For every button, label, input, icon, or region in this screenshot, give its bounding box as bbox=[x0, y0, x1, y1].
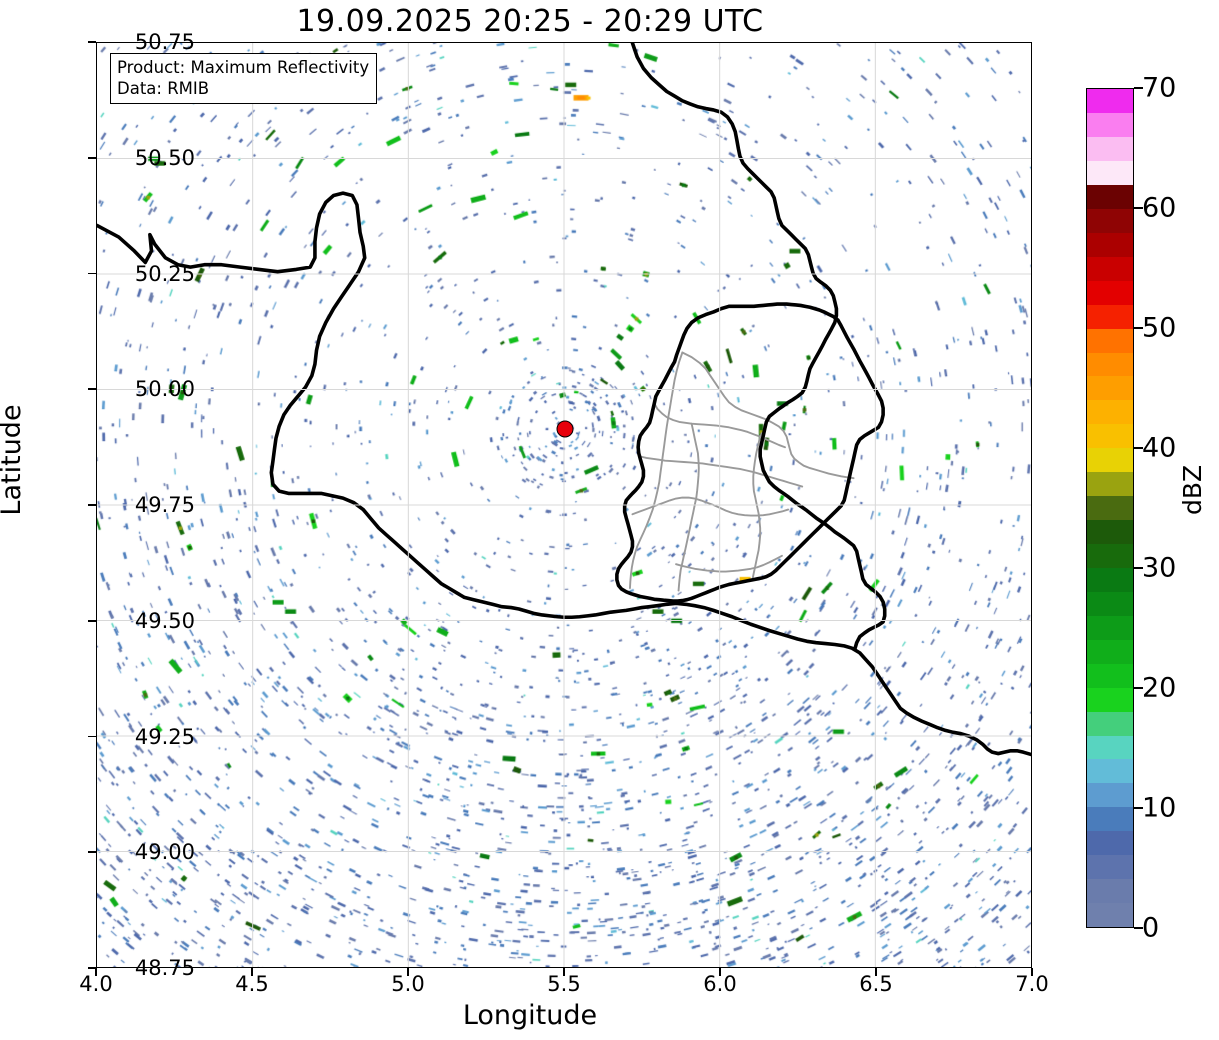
colorbar-band-1 bbox=[1087, 879, 1133, 904]
x-tick-mark-2 bbox=[407, 968, 409, 976]
colorbar-band-2 bbox=[1087, 855, 1133, 880]
data-line: Data: RMIB bbox=[117, 79, 210, 99]
colorbar-band-17 bbox=[1087, 496, 1133, 521]
x-tick-label-2: 5.0 bbox=[391, 972, 425, 996]
colorbar-band-8 bbox=[1087, 711, 1133, 736]
product-info-box: Product: Maximum Reflectivity Data: RMIB bbox=[110, 53, 378, 105]
geography-overlay bbox=[97, 43, 1031, 757]
colorbar-band-16 bbox=[1087, 520, 1133, 544]
colorbar-tick-mark-4 bbox=[1134, 447, 1143, 449]
y-tick-mark-5 bbox=[88, 388, 96, 391]
x-tick-mark-6 bbox=[1031, 968, 1033, 976]
colorbar-tick-mark-6 bbox=[1134, 207, 1143, 209]
colorbar-tick-mark-5 bbox=[1134, 327, 1143, 329]
colorbar-band-3 bbox=[1087, 831, 1133, 856]
colorbar-band-34 bbox=[1087, 89, 1133, 114]
y-tick-mark-8 bbox=[88, 41, 96, 43]
x-tick-mark-0 bbox=[95, 968, 97, 976]
colorbar-band-25 bbox=[1087, 304, 1133, 329]
colorbar-band-7 bbox=[1087, 735, 1133, 760]
colorbar-tick-label-2: 20 bbox=[1142, 672, 1177, 704]
y-tick-mark-7 bbox=[88, 156, 96, 159]
colorbar-tick-mark-2 bbox=[1134, 687, 1143, 689]
x-tick-mark-3 bbox=[563, 968, 565, 976]
colorbar-tick-label-6: 60 bbox=[1142, 192, 1177, 224]
colorbar-band-30 bbox=[1087, 184, 1133, 209]
y-tick-mark-4 bbox=[88, 504, 96, 506]
colorbar-band-15 bbox=[1087, 544, 1133, 568]
colorbar-band-24 bbox=[1087, 328, 1133, 353]
colorbar-tick-mark-1 bbox=[1134, 807, 1143, 809]
x-tick-label-1: 4.5 bbox=[235, 972, 269, 996]
y-axis-label: Latitude bbox=[0, 404, 27, 516]
colorbar-band-18 bbox=[1087, 472, 1133, 497]
y-tick-mark-0 bbox=[88, 967, 96, 969]
x-tick-mark-5 bbox=[875, 968, 877, 976]
product-line: Product: Maximum Reflectivity bbox=[117, 58, 370, 77]
colorbar-tick-label-7: 70 bbox=[1142, 72, 1177, 104]
radar-site-marker[interactable] bbox=[556, 420, 574, 438]
colorbar-band-20 bbox=[1087, 424, 1133, 449]
y-tick-label-8: 50.75 bbox=[134, 30, 195, 54]
colorbar-unit-label: dBZ bbox=[1178, 464, 1207, 515]
y-tick-mark-6 bbox=[88, 272, 96, 275]
y-tick-label-0: 48.75 bbox=[134, 956, 195, 980]
x-axis-label: Longitude bbox=[462, 1000, 598, 1031]
colorbar-band-13 bbox=[1087, 591, 1133, 616]
colorbar-band-4 bbox=[1087, 807, 1133, 832]
x-tick-mark-4 bbox=[719, 968, 721, 976]
colorbar-tick-label-1: 10 bbox=[1142, 792, 1177, 824]
colorbar-band-22 bbox=[1087, 376, 1133, 401]
colorbar-band-27 bbox=[1087, 256, 1133, 281]
x-tick-label-4: 6.0 bbox=[703, 972, 737, 996]
colorbar-band-19 bbox=[1087, 448, 1133, 473]
colorbar-band-23 bbox=[1087, 352, 1133, 377]
colorbar-band-5 bbox=[1087, 783, 1133, 808]
colorbar-band-29 bbox=[1087, 208, 1133, 233]
colorbar-band-28 bbox=[1087, 232, 1133, 257]
colorbar-band-6 bbox=[1087, 759, 1133, 784]
x-tick-label-6: 7.0 bbox=[1015, 972, 1049, 996]
y-tick-label-3: 49.50 bbox=[134, 608, 195, 633]
y-tick-mark-1 bbox=[88, 851, 96, 854]
y-tick-label-1: 49.00 bbox=[134, 840, 195, 865]
colorbar-band-14 bbox=[1087, 567, 1133, 592]
colorbar-band-21 bbox=[1087, 400, 1133, 425]
y-tick-label-5: 50.00 bbox=[134, 377, 195, 402]
grid-lines bbox=[97, 43, 1031, 967]
y-tick-mark-3 bbox=[88, 619, 96, 622]
colorbar-band-10 bbox=[1087, 663, 1133, 688]
colorbar-band-33 bbox=[1087, 113, 1133, 138]
radar-plot-area[interactable] bbox=[96, 42, 1032, 968]
y-tick-label-6: 50.25 bbox=[134, 261, 195, 286]
colorbar-band-26 bbox=[1087, 280, 1133, 305]
x-tick-label-0: 4.0 bbox=[79, 972, 113, 996]
y-tick-label-7: 50.50 bbox=[134, 145, 195, 170]
colorbar-band-9 bbox=[1087, 687, 1133, 712]
colorbar-tick-label-0: 0 bbox=[1142, 912, 1160, 944]
x-tick-label-3: 5.5 bbox=[547, 972, 581, 996]
colorbar-band-12 bbox=[1087, 615, 1133, 640]
y-tick-label-4: 49.75 bbox=[134, 493, 195, 517]
page-title: 19.09.2025 20:25 - 20:29 UTC bbox=[296, 4, 764, 39]
y-tick-label-2: 49.25 bbox=[134, 724, 195, 749]
colorbar-band-0 bbox=[1087, 903, 1133, 927]
colorbar-tick-mark-3 bbox=[1134, 567, 1143, 569]
y-tick-mark-2 bbox=[88, 735, 96, 738]
x-tick-label-5: 6.5 bbox=[859, 972, 893, 996]
x-tick-mark-1 bbox=[251, 968, 253, 976]
colorbar-band-11 bbox=[1087, 639, 1133, 664]
colorbar-tick-label-3: 30 bbox=[1142, 552, 1177, 584]
colorbar-tick-mark-0 bbox=[1134, 927, 1143, 929]
colorbar-tick-mark-7 bbox=[1134, 87, 1143, 89]
colorbar-band-32 bbox=[1087, 137, 1133, 161]
colorbar-tick-label-4: 40 bbox=[1142, 432, 1177, 464]
colorbar-band-31 bbox=[1087, 161, 1133, 185]
colorbar-tick-label-5: 50 bbox=[1142, 312, 1177, 344]
reflectivity-colorbar[interactable] bbox=[1086, 88, 1134, 928]
